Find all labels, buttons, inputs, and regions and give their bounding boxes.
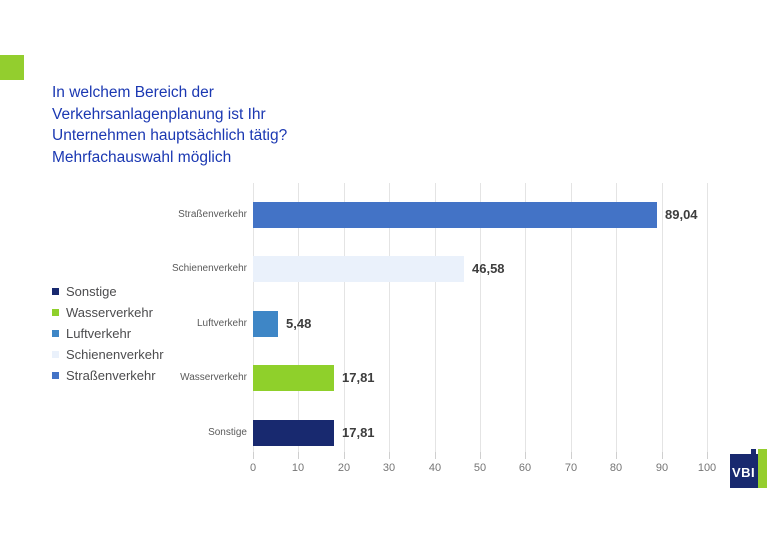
x-axis-tick-label-10: 10 <box>291 462 305 474</box>
x-axis-tick-70 <box>571 452 572 459</box>
x-axis-tick-50 <box>480 452 481 459</box>
category-label: Schienenverkehr <box>171 263 247 274</box>
category-label: Wasserverkehr <box>180 372 247 383</box>
chart-legend: Sonstige Wasserverkehr Luftverkehr Schienen… <box>52 281 164 386</box>
vbi-logo-navy-square <box>730 454 758 488</box>
vbi-logo: VBI <box>729 449 767 488</box>
legend-item-label: Straßenverkehr <box>66 368 156 383</box>
gridline-60 <box>525 183 526 452</box>
legend-item-3: Schienenverkehr <box>52 344 164 365</box>
x-axis-tick-40 <box>435 452 436 459</box>
x-axis-tick-10 <box>298 452 299 459</box>
chart-title: In welchem Bereich der Verkehrsanlagenpl… <box>52 84 288 166</box>
x-axis-tick-label-60: 60 <box>518 462 532 474</box>
x-axis-tick-label-100: 100 <box>697 462 717 474</box>
gridline-20 <box>344 183 345 452</box>
x-axis-tick-label-30: 30 <box>382 462 396 474</box>
x-axis-tick-label-0: 0 <box>249 462 257 474</box>
legend-swatch-icon <box>52 372 59 379</box>
gridline-80 <box>616 183 617 452</box>
value-label: 17,81 <box>342 425 375 440</box>
category-label: Straßenverkehr <box>178 209 247 220</box>
x-axis-tick-90 <box>662 452 663 459</box>
x-axis-tick-30 <box>389 452 390 459</box>
vbi-logo-text: VBI <box>732 465 756 480</box>
legend-item-label: Schienenverkehr <box>66 347 164 362</box>
x-axis-tick-0 <box>253 452 254 459</box>
brand-accent-square <box>0 55 24 80</box>
gridline-90 <box>662 183 663 452</box>
gridline-70 <box>571 183 572 452</box>
x-axis-tick-label-50: 50 <box>473 462 487 474</box>
gridline-10 <box>298 183 299 452</box>
legend-item-label: Sonstige <box>66 284 117 299</box>
x-axis-tick-label-90: 90 <box>655 462 669 474</box>
x-axis-tick-label-20: 20 <box>337 462 351 474</box>
x-axis-tick-60 <box>525 452 526 459</box>
legend-swatch-icon <box>52 288 59 295</box>
x-axis-tick-20 <box>344 452 345 459</box>
value-label: 17,81 <box>342 370 375 385</box>
bar-straßenverkehr <box>253 202 657 228</box>
legend-item-2: Luftverkehr <box>52 323 164 344</box>
gridline-50 <box>480 183 481 452</box>
legend-item-label: Wasserverkehr <box>66 305 153 320</box>
gridline-100 <box>707 183 708 452</box>
category-label: Luftverkehr <box>196 318 247 329</box>
legend-item-label: Luftverkehr <box>66 326 132 341</box>
category-label: Sonstige <box>208 427 247 438</box>
x-axis-tick-label-40: 40 <box>428 462 442 474</box>
legend-swatch-icon <box>52 309 59 316</box>
legend-item-0: Sonstige <box>52 281 164 302</box>
bar-wasserverkehr <box>253 365 334 391</box>
x-axis-tick-80 <box>616 452 617 459</box>
x-axis-tick-100 <box>707 452 708 459</box>
bar-sonstige <box>253 420 334 446</box>
value-label: 46,58 <box>472 261 505 276</box>
x-axis-tick-label-80: 80 <box>609 462 623 474</box>
legend-item-4: Straßenverkehr <box>52 365 164 386</box>
legend-item-1: Wasserverkehr <box>52 302 164 323</box>
bar-chart-plot-area: 0 10 20 30 40 50 60 70 80 90 100 Straßenverkehr 89,0… <box>172 183 716 474</box>
bar-schienenverkehr <box>253 256 464 282</box>
gridline-40 <box>435 183 436 452</box>
gridline-30 <box>389 183 390 452</box>
value-label: 89,04 <box>665 207 698 222</box>
vbi-logo-green-bar <box>758 449 767 488</box>
x-axis-tick-label-70: 70 <box>564 462 578 474</box>
vbi-logo-dot <box>751 449 756 454</box>
bar-luftverkehr <box>253 311 278 337</box>
legend-swatch-icon <box>52 330 59 337</box>
value-label: 5,48 <box>286 316 312 331</box>
legend-swatch-icon <box>52 351 59 358</box>
